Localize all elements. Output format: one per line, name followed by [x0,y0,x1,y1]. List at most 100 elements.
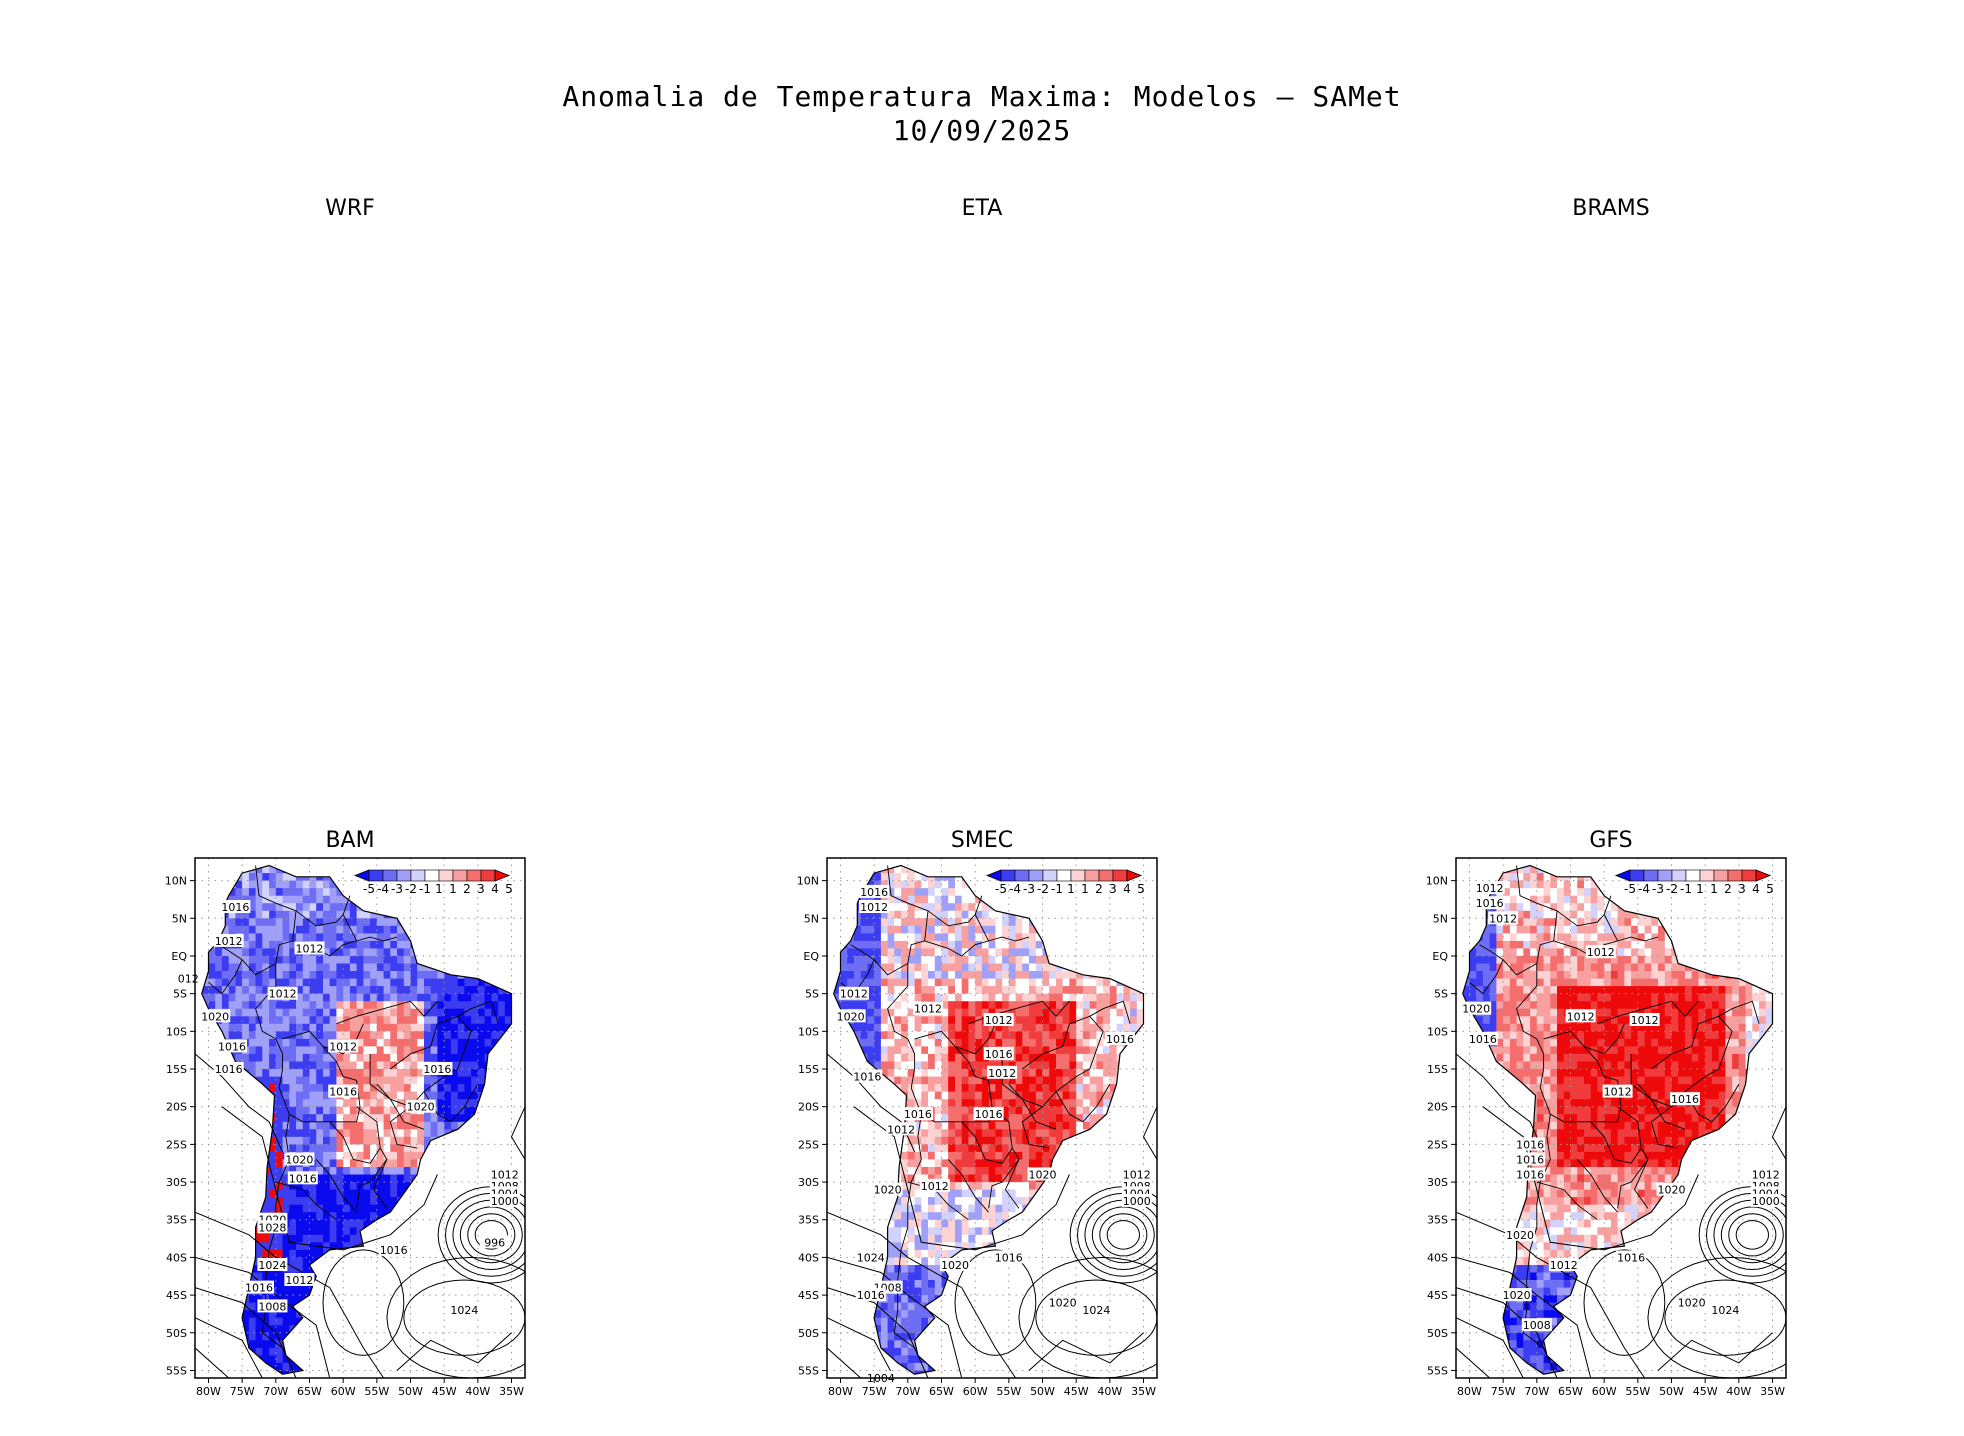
anomaly-cell [430,1204,438,1213]
anomaly-cell [329,1189,337,1198]
anomaly-cell [901,895,909,904]
anomaly-cell [860,978,868,987]
anomaly-cell [349,1136,358,1145]
anomaly-cell [504,1038,512,1047]
anomaly-cell [349,1121,358,1130]
anomaly-cell [336,1212,344,1221]
anomaly-cell [356,993,364,1002]
anomaly-cell [356,1280,364,1289]
anomaly-cell [201,903,203,912]
anomaly-cell [880,1136,889,1145]
anomaly-cell [397,1347,405,1356]
anomaly-cell [269,1325,277,1334]
anomaly-cell [403,1362,412,1371]
anomaly-cell [336,1265,344,1274]
anomaly-cell [430,956,438,965]
anomaly-cell [894,1099,902,1108]
anomaly-cell [471,956,479,965]
anomaly-cell [269,971,277,980]
anomaly-cell [376,918,385,927]
anomaly-cell [410,1114,418,1123]
anomaly-cell [471,1031,479,1040]
colorbar-swatch [382,869,398,882]
anomaly-cell [437,1151,445,1160]
anomaly-cell [424,1001,432,1010]
anomaly-cell [390,1038,398,1047]
isobar-line [195,1053,284,1153]
anomaly-cell [955,1159,963,1168]
anomaly-cell [840,1362,848,1371]
anomaly-cell [410,1159,418,1168]
anomaly-cell [457,1242,465,1251]
anomaly-cell [397,1136,405,1145]
anomaly-cell [840,1287,848,1296]
anomaly-cell [356,1114,364,1123]
anomaly-cell [961,993,969,1002]
isobar-label: 012 [178,973,199,986]
anomaly-cell [874,1204,882,1213]
x-tick-label: 65W [297,1385,322,1398]
anomaly-cell [437,865,445,867]
anomaly-cell [201,1265,209,1274]
anomaly-cell [383,1182,391,1191]
anomaly-cell [228,1144,236,1153]
anomaly-cell [444,1106,452,1115]
anomaly-cell [275,1362,284,1371]
anomaly-cell [215,1121,223,1130]
anomaly-cell [309,956,317,965]
anomaly-cell [262,895,270,904]
anomaly-cell [221,1212,230,1221]
anomaly-cell [853,1053,862,1062]
anomaly-cell [833,1031,841,1040]
x-tick-label: 60W [331,1385,356,1398]
anomaly-cell [201,1121,209,1130]
anomaly-cell [316,971,324,980]
anomaly-cell [867,1310,875,1319]
anomaly-cell [302,986,311,995]
anomaly-cell [410,1084,418,1093]
anomaly-cell [874,1031,882,1040]
anomaly-cell [921,1362,929,1371]
anomaly-cell [390,1008,398,1017]
anomaly-cell [874,1038,882,1047]
anomaly-cell [860,865,868,867]
anomaly-cell [376,978,385,987]
border-line [372,1159,388,1209]
anomaly-cell [874,963,882,972]
anomaly-cell [201,1189,209,1198]
anomaly-cell [941,956,949,965]
anomaly-cell [336,1061,344,1070]
anomaly-cell [329,1069,337,1078]
anomaly-cell [907,1287,916,1296]
anomaly-cell [914,986,922,995]
anomaly-cell [316,1099,324,1108]
anomaly-cell [356,986,364,995]
anomaly-cell [363,986,371,995]
anomaly-cell [242,1008,250,1017]
anomaly-cell [208,1053,216,1062]
anomaly-cell [329,1355,337,1364]
anomaly-cell [457,1001,465,1010]
anomaly-cell [316,1016,324,1025]
anomaly-cell [248,888,257,897]
anomaly-cell [255,1249,263,1258]
anomaly-cell [228,1151,236,1160]
anomaly-cell [847,1046,855,1055]
anomaly-cell [323,948,331,957]
anomaly-cell [296,1287,304,1296]
anomaly-cell [316,956,324,965]
anomaly-cell [874,880,882,889]
anomaly-cell [901,1249,909,1258]
anomaly-cell [403,1046,412,1055]
anomaly-cell [437,925,445,934]
anomaly-cell [955,865,963,874]
anomaly-cell [444,918,452,927]
anomaly-cell [275,1340,284,1349]
anomaly-cell [356,1099,364,1108]
anomaly-cell [221,1310,230,1319]
anomaly-cell [201,1121,203,1130]
anomaly-cell [880,1084,889,1093]
anomaly-cell [901,1355,909,1364]
isobar-label-bg [405,1099,436,1113]
isobar-label-bg [173,971,204,985]
